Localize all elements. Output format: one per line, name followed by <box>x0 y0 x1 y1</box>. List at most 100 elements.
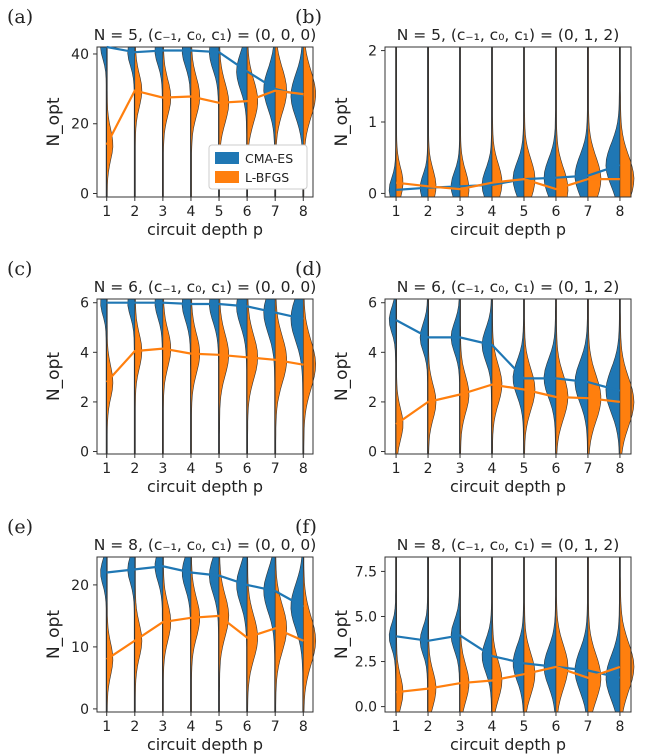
lbfgs-violin <box>491 556 503 713</box>
lbfgs-violin <box>491 46 503 198</box>
cmaes-violin <box>512 46 525 198</box>
lbfgs-violin <box>395 556 404 713</box>
cmaes-violin <box>574 298 589 455</box>
x-tick-label: 1 <box>392 204 401 220</box>
y-tick-label: 2 <box>368 44 377 60</box>
panel-label: (c) <box>7 258 32 280</box>
x-tick-label: 5 <box>215 204 224 220</box>
lbfgs-violin <box>274 298 287 455</box>
panel-label: (d) <box>295 258 322 280</box>
lbfgs-violin <box>523 46 536 198</box>
cmaes-violin <box>263 298 276 455</box>
panel-title: N = 8, (c₋₁, c₀, c₁) = (0, 0, 0) <box>94 536 317 554</box>
lbfgs-violin <box>587 46 602 198</box>
cmaes-violin <box>181 46 192 198</box>
x-tick-label: 7 <box>271 461 280 477</box>
x-tick-label: 1 <box>392 719 401 735</box>
x-axis-label: circuit depth p <box>147 735 263 754</box>
cmaes-violin <box>543 556 557 713</box>
x-tick-label: 2 <box>130 204 139 220</box>
panel-label: (b) <box>295 6 322 28</box>
lbfgs-line <box>395 665 621 694</box>
lbfgs-violin <box>302 556 317 713</box>
cmaes-violin <box>127 46 136 198</box>
x-tick-label: 2 <box>424 719 433 735</box>
x-tick-label: 8 <box>615 204 624 220</box>
cmaes-violin <box>420 46 429 198</box>
legend-swatch <box>215 152 239 164</box>
x-tick-label: 8 <box>615 461 624 477</box>
x-tick-label: 7 <box>583 461 592 477</box>
lbfgs-violin <box>459 556 470 713</box>
legend-swatch <box>215 171 239 183</box>
x-tick-label: 8 <box>299 204 308 220</box>
lbfgs-line <box>105 89 304 146</box>
panel-d: (d) N = 6, (c₋₁, c₀, c₁) = (0, 1, 2) 1 2 3 4 5… <box>295 258 635 496</box>
cmaes-violin <box>605 46 621 198</box>
lbfgs-violin <box>619 46 635 198</box>
lbfgs-violin <box>218 556 230 713</box>
y-tick-label: 10 <box>71 640 89 656</box>
y-tick-label: 4 <box>80 345 89 361</box>
lbfgs-violin <box>162 298 172 455</box>
y-tick-label: 0 <box>80 445 89 461</box>
plot-frame <box>96 556 314 713</box>
cmaes-violin <box>290 298 304 455</box>
legend: CMA-ES L-BFGS <box>208 144 308 190</box>
x-tick-label: 1 <box>102 204 111 220</box>
lbfgs-line <box>395 383 621 426</box>
lbfgs-violin <box>427 556 437 713</box>
x-tick-label: 2 <box>424 204 433 220</box>
y-tick-label: 2.5 <box>355 655 377 671</box>
lbfgs-violin <box>190 46 201 198</box>
x-tick-label: 4 <box>488 719 497 735</box>
x-tick-label: 8 <box>615 719 624 735</box>
x-tick-label: 3 <box>456 204 465 220</box>
cmaes-violin <box>127 556 136 713</box>
lbfgs-violin <box>218 298 230 455</box>
cmaes-violin <box>512 556 525 713</box>
cmaes-violin <box>236 556 248 713</box>
x-tick-label: 7 <box>583 204 592 220</box>
x-axis-label: circuit depth p <box>450 735 566 754</box>
panel-label: (a) <box>7 6 33 28</box>
panel-title: N = 5, (c₋₁, c₀, c₁) = (0, 1, 2) <box>397 26 620 44</box>
x-tick-label: 2 <box>130 719 139 735</box>
cmaes-violin <box>419 298 429 455</box>
y-axis-label: N_opt <box>332 610 352 659</box>
x-tick-label: 3 <box>158 204 167 220</box>
lbfgs-violin <box>134 298 143 455</box>
x-tick-label: 1 <box>392 461 401 477</box>
lbfgs-violin <box>190 298 200 455</box>
y-tick-label: 5.0 <box>355 609 377 625</box>
cmaes-violin <box>290 556 304 713</box>
cmaes-line <box>395 319 621 392</box>
y-tick-label: 2 <box>368 395 377 411</box>
cmaes-violin <box>100 556 108 713</box>
cmaes-line <box>106 565 304 608</box>
cmaes-line <box>395 634 621 679</box>
y-axis-label: N_opt <box>44 352 64 401</box>
lbfgs-violin <box>395 298 404 455</box>
x-tick-label: 3 <box>456 719 465 735</box>
cmaes-violin <box>388 556 397 713</box>
x-tick-label: 5 <box>520 719 529 735</box>
y-tick-label: 20 <box>71 117 89 133</box>
lbfgs-violin <box>246 556 258 713</box>
plot-frame <box>96 298 314 455</box>
lbfgs-violin <box>106 556 114 713</box>
x-axis-label: circuit depth p <box>147 477 263 496</box>
cmaes-violin <box>388 298 397 455</box>
lbfgs-line <box>106 614 304 661</box>
cmaes-violin <box>481 46 493 198</box>
cmaes-violin <box>450 46 461 198</box>
x-tick-label: 3 <box>456 461 465 477</box>
lbfgs-violin <box>427 298 437 455</box>
lbfgs-violin <box>427 46 437 198</box>
lbfgs-violin <box>587 556 602 713</box>
panel-label: (f) <box>295 516 317 538</box>
y-axis-label: N_opt <box>44 610 64 659</box>
x-tick-label: 5 <box>215 461 224 477</box>
lbfgs-violin <box>162 556 172 713</box>
x-axis-label: circuit depth p <box>147 220 263 239</box>
